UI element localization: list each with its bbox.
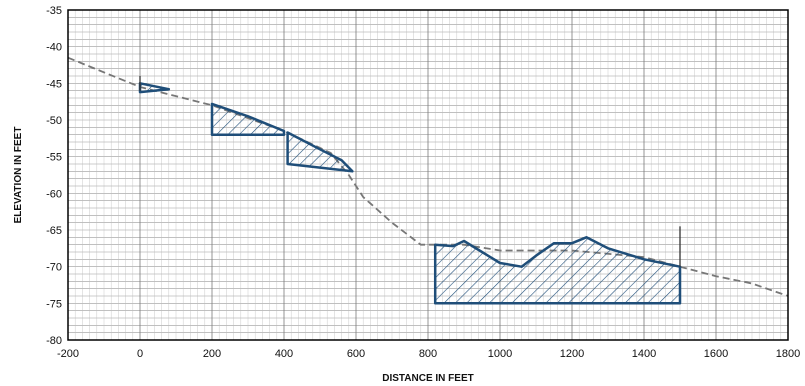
plot-frame	[67, 9, 789, 341]
y-axis-title: ELEVATION IN FEET	[13, 127, 24, 224]
x-tick-label: 800	[419, 348, 437, 360]
y-tick-label: -50	[46, 115, 62, 127]
hatched-region-2	[210, 102, 286, 136]
x-tick-labels: -200 0 200 400 600 800 1000 1200 1400 1600 1800	[57, 348, 800, 360]
y-tick-label: -65	[46, 225, 62, 237]
y-tick-label: -70	[46, 262, 62, 274]
y-tick-label: -55	[46, 152, 62, 164]
x-axis-title: DISTANCE IN FEET	[382, 373, 473, 384]
x-tick-label: 1800	[776, 348, 800, 360]
hatched-region-4	[433, 236, 682, 305]
y-tick-label: -60	[46, 188, 62, 200]
x-tick-label: 1200	[560, 348, 584, 360]
y-tick-labels: -35 -40 -45 -50 -55 -60 -65 -70 -75 -80	[46, 5, 62, 347]
hatched-region-layer	[138, 82, 682, 305]
y-tick-label: -75	[46, 298, 62, 310]
y-tick-label: -40	[46, 42, 62, 54]
grid-layer	[67, 9, 789, 341]
x-tick-label: -200	[57, 348, 79, 360]
y-tick-label: -80	[46, 335, 62, 347]
hatched-region-3	[286, 131, 354, 173]
marker-layer	[139, 76, 681, 267]
x-tick-label: 1400	[632, 348, 656, 360]
x-tick-label: 400	[275, 348, 293, 360]
y-tick-label: -35	[46, 5, 62, 17]
x-tick-label: 200	[203, 348, 221, 360]
x-tick-label: 1000	[488, 348, 512, 360]
y-tick-label: -45	[46, 78, 62, 90]
x-tick-label: 0	[137, 348, 143, 360]
x-tick-label: 1600	[704, 348, 728, 360]
x-tick-label: 600	[347, 348, 365, 360]
